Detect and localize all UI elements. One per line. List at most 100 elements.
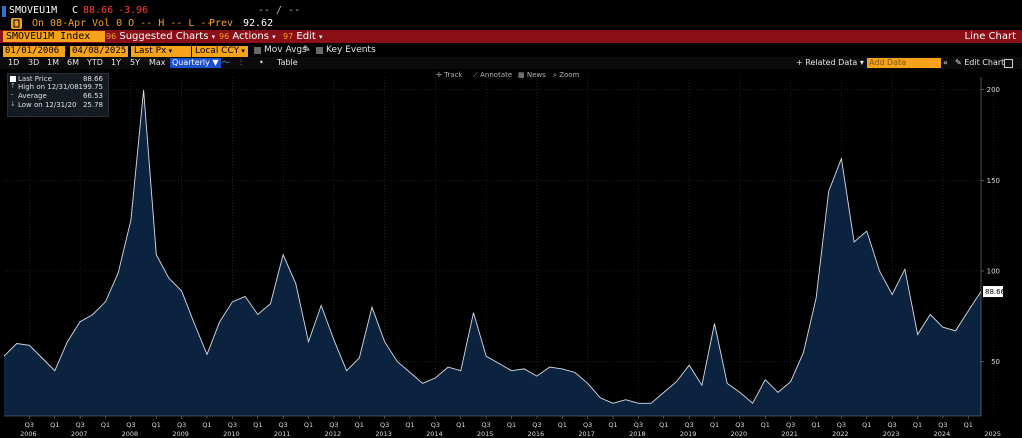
volume-ohl: Vol 0 O -- H -- L --	[92, 18, 213, 29]
price-change: -3.96	[118, 5, 149, 16]
x-year-label: 2009	[172, 430, 189, 438]
quote-line: SMOVEU1M C 88.66 -3.96 -- / --	[0, 4, 1022, 18]
x-quarter-label: Q1	[659, 421, 668, 429]
end-date-input[interactable]: 04/08/2025	[70, 46, 128, 57]
legend-high-value: 199.75	[78, 83, 104, 91]
legend-low-label: Low on 12/31/20	[18, 101, 77, 109]
related-data-label: + Related Data	[796, 58, 858, 67]
period-1m[interactable]: 1M	[47, 58, 59, 67]
pencil-icon[interactable]: ✎	[303, 45, 311, 55]
x-quarter-label: Q1	[202, 421, 211, 429]
x-quarter-label: Q1	[253, 421, 262, 429]
period-1y[interactable]: 1Y	[111, 58, 121, 67]
news-label: News	[527, 71, 546, 79]
maximize-icon[interactable]	[1004, 59, 1013, 68]
x-quarter-label: Q1	[50, 421, 59, 429]
frequency-label: Quarterly	[172, 58, 210, 67]
edit-chart-label: Edit Chart	[964, 58, 1005, 67]
y-tick-label: 150	[987, 177, 1000, 185]
chart-type-title: Line Chart	[964, 31, 1017, 42]
actions-code: 96	[219, 32, 230, 41]
detail-line: On 08-Apr Vol 0 O -- H -- L -- Prev 92.6…	[0, 17, 1022, 31]
x-year-label: 2017	[578, 430, 595, 438]
x-year-label: 2010	[223, 430, 240, 438]
x-quarter-label: Q3	[938, 421, 947, 429]
x-quarter-label: Q3	[431, 421, 440, 429]
last-value-box	[983, 286, 1003, 298]
x-quarter-label: Q1	[456, 421, 465, 429]
period-3d[interactable]: 3D	[28, 58, 40, 67]
x-quarter-label: Q1	[507, 421, 516, 429]
period-6m[interactable]: 6M	[67, 58, 79, 67]
collapse-icon[interactable]: «	[943, 58, 948, 67]
edit-menu[interactable]: 97 Edit ▾	[283, 31, 323, 42]
x-quarter-label: Q1	[811, 421, 820, 429]
price-area-fill	[4, 90, 981, 416]
price-line	[3, 90, 982, 405]
bar-chart-icon[interactable]: ⫶	[240, 58, 242, 67]
actions-label: Actions	[232, 31, 269, 42]
period-ytd[interactable]: YTD	[87, 58, 103, 67]
security-field[interactable]: SMOVEU1M Index	[3, 31, 105, 42]
key-events-label: Key Events	[326, 45, 376, 55]
start-date-input[interactable]: 01/01/2006	[3, 46, 65, 57]
mov-avgs-checkbox[interactable]	[254, 47, 261, 54]
x-quarter-label: Q3	[482, 421, 491, 429]
x-quarter-label: Q3	[583, 421, 592, 429]
currency-select[interactable]: Local CCY	[192, 46, 248, 57]
prev-value: 92.62	[243, 18, 274, 29]
last-value-marker: 88.66	[983, 286, 1006, 298]
ticker: SMOVEU1M	[9, 5, 58, 16]
bid-ask: -- / --	[258, 5, 301, 16]
x-year-label: 2023	[883, 430, 900, 438]
period-max[interactable]: Max	[149, 58, 166, 67]
x-quarter-label: Q3	[228, 421, 237, 429]
x-year-label: 2007	[71, 430, 88, 438]
on-date: On 08-Apr	[32, 18, 87, 29]
edit-chart-button[interactable]: ✎ Edit Chart	[955, 58, 1005, 67]
x-quarter-label: Q1	[710, 421, 719, 429]
annotate-tool[interactable]: ⟋ Annotate	[473, 71, 512, 79]
x-year-label: 2015	[477, 430, 494, 438]
last-price-swatch	[10, 76, 16, 82]
x-year-label: 2016	[528, 430, 545, 438]
x-quarter-label: Q3	[735, 421, 744, 429]
suggested-charts-menu[interactable]: 96 Suggested Charts ▾	[106, 31, 216, 42]
y-tick-label: 50	[991, 358, 1000, 366]
x-quarter-label: Q3	[634, 421, 643, 429]
news-tool[interactable]: ▦ News	[518, 71, 546, 79]
x-quarter-label: Q3	[75, 421, 84, 429]
line-chart-icon[interactable]: 〜	[222, 58, 230, 67]
average-marker-icon: –	[10, 90, 14, 98]
price-chart[interactable]: 50 100 150 200 Q3 Q1 Q3 Q1 Q3 Q1 Q3 Q1 Q3 Q1 Q3 Q1 Q3 Q1…	[0, 69, 1022, 438]
zoom-label: Zoom	[559, 71, 579, 79]
add-data-input[interactable]: Add Data	[867, 58, 941, 68]
menubar: SMOVEU1M Index 96 Suggested Charts ▾ 96 …	[0, 30, 1022, 43]
actions-menu[interactable]: 96 Actions ▾	[219, 31, 276, 42]
x-quarter-label: Q3	[279, 421, 288, 429]
period-1d[interactable]: 1D	[8, 58, 20, 67]
x-year-label: 2008	[122, 430, 139, 438]
table-button[interactable]: Table	[277, 58, 298, 67]
x-quarter-label: Q1	[761, 421, 770, 429]
x-year-label: 2025	[984, 430, 1001, 438]
track-label: Track	[443, 71, 463, 79]
date-separator: -	[63, 45, 67, 55]
zoom-tool[interactable]: ⌕ Zoom	[553, 71, 580, 79]
related-data-menu[interactable]: + Related Data ▾	[796, 58, 864, 67]
field-select[interactable]: Last Px	[131, 46, 191, 57]
legend-low-value: 25.78	[82, 101, 103, 109]
y-tick-label: 100	[987, 267, 1000, 275]
annotate-label: Annotate	[480, 71, 512, 79]
x-year-label: 2019	[680, 430, 697, 438]
x-quarter-label: Q1	[862, 421, 871, 429]
x-year-label: 2018	[629, 430, 646, 438]
key-events-checkbox[interactable]	[316, 47, 323, 54]
period-5y[interactable]: 5Y	[130, 58, 140, 67]
x-quarter-label: Q3	[837, 421, 846, 429]
track-tool[interactable]: ✛ Track	[436, 71, 463, 79]
frequency-select[interactable]: Quarterly ▼	[170, 58, 221, 68]
edit-label: Edit	[296, 31, 316, 42]
table-bullet-icon: •	[259, 58, 264, 67]
high-marker-icon: ↑	[10, 82, 16, 90]
